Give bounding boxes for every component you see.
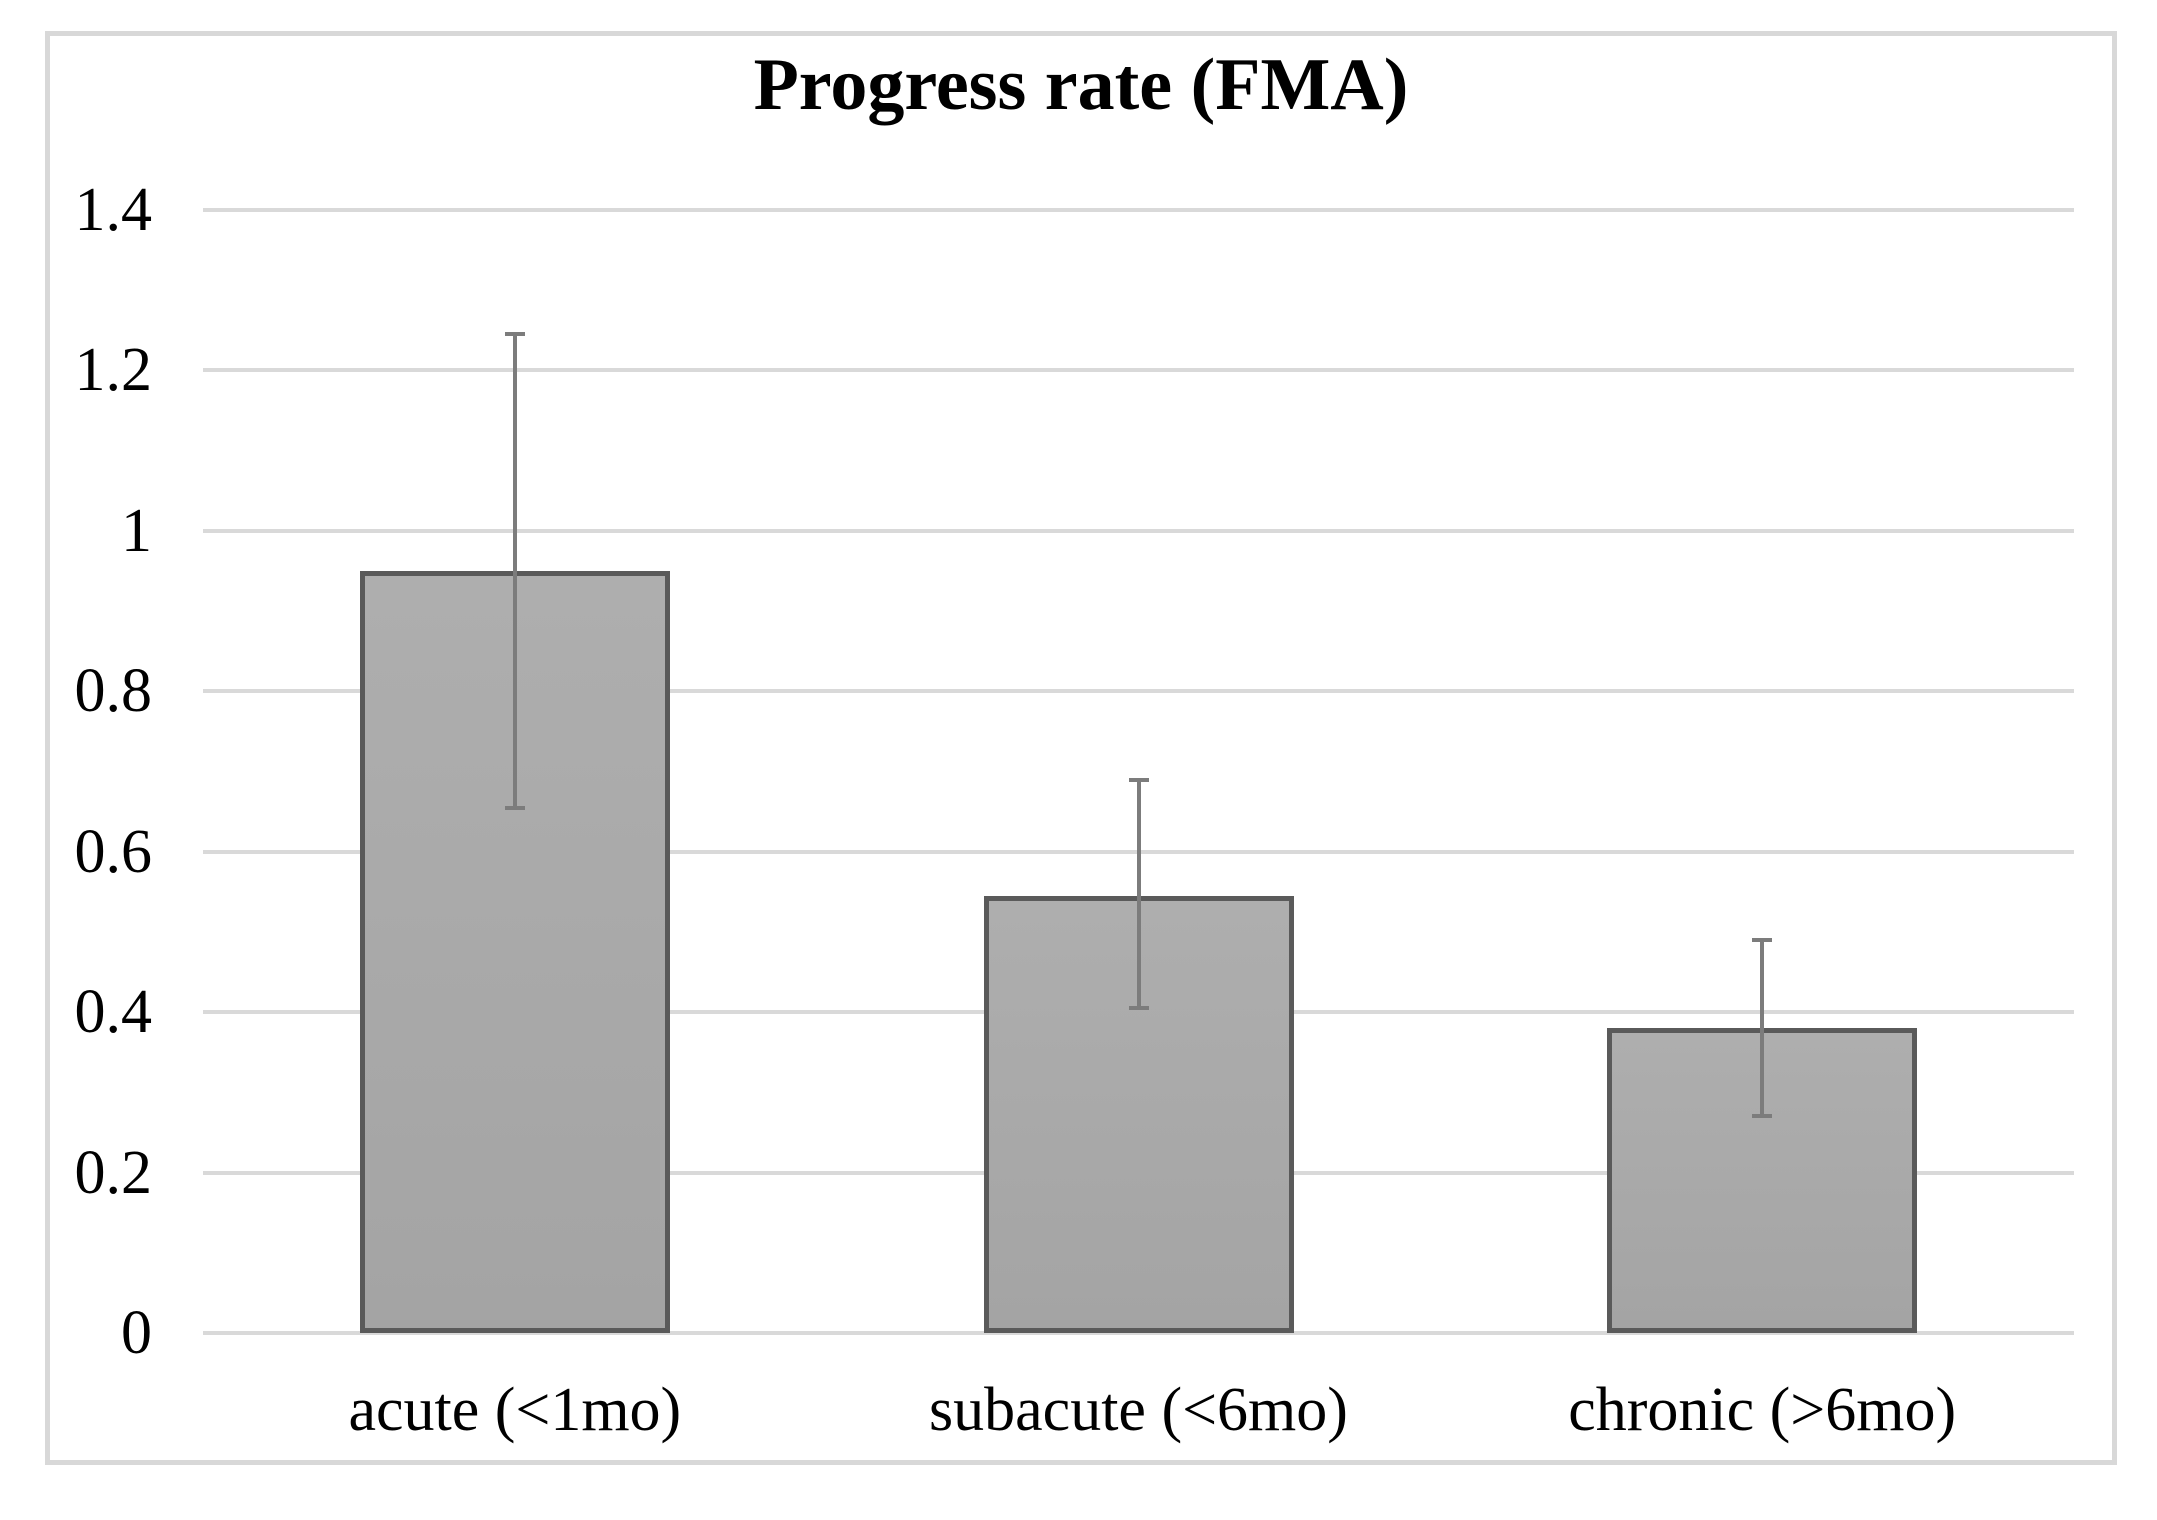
gridline-1 [203,528,2074,533]
gridline-0.8 [203,689,2074,694]
error-bar-cap-bottom [504,805,525,810]
error-bar-cap-bottom [1128,1006,1149,1011]
x-axis-category-label: subacute (<6mo) [929,1376,1348,1444]
error-bar-line [512,334,517,808]
y-axis-tick-label: 0.6 [74,817,153,886]
y-axis-tick-label: 0.4 [74,978,153,1047]
chart-title: Progress rate (FMA) [753,44,1409,126]
y-axis-tick-label: 0.2 [74,1138,153,1207]
error-bar-cap-top [1752,937,1773,942]
x-axis-category-label: chronic (>6mo) [1568,1376,1957,1444]
y-axis-tick-label: 0 [121,1299,152,1367]
y-axis-tick-label: 1 [121,496,152,565]
gridline-1.4 [203,208,2074,212]
error-bar-line [1136,779,1141,1009]
error-bar-cap-top [1128,777,1149,782]
error-bar-cap-top [504,332,525,337]
gridline-0 [203,1331,2074,1335]
error-bar-line [1760,939,1765,1117]
y-axis-tick-label: 1.2 [74,336,153,405]
y-axis-tick-label: 1.4 [74,176,153,244]
y-axis-tick-label: 0.8 [74,657,153,726]
gridline-1.2 [203,368,2074,373]
x-axis-category-label: acute (<1mo) [348,1376,682,1444]
chart-frame [45,31,2117,1465]
error-bar-cap-bottom [1752,1114,1773,1119]
